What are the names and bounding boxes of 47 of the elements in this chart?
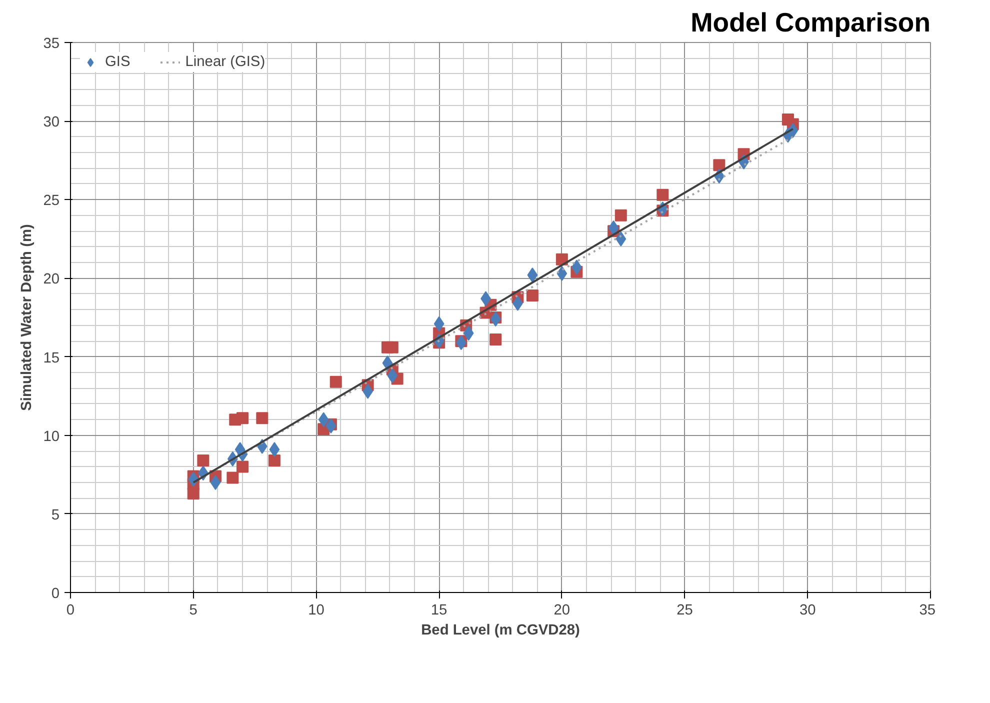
point — [236, 412, 248, 424]
y-tick-label: 35 — [43, 36, 60, 52]
x-axis-title: Bed Level (m CGVD28) — [421, 622, 580, 638]
point — [434, 316, 444, 332]
point — [713, 159, 726, 172]
point — [656, 188, 669, 201]
point — [386, 341, 398, 354]
y-tick-label: 0 — [51, 586, 60, 602]
point — [269, 442, 280, 457]
x-tick-label: 25 — [676, 602, 693, 618]
legend-label: GIS — [105, 54, 130, 70]
legend-label: Linear (GIS) — [185, 54, 266, 70]
y-tick-label: 5 — [51, 507, 60, 524]
y-axis-title: Simulated Water Depth (m) — [19, 224, 36, 411]
y-tick-label: 20 — [43, 272, 60, 288]
point — [256, 412, 268, 424]
point — [490, 312, 501, 327]
point — [210, 475, 221, 490]
y-tick-label: 25 — [43, 193, 60, 210]
chart-title: Model Comparison — [690, 8, 931, 38]
point — [556, 253, 568, 266]
point — [330, 376, 342, 388]
y-tick-label: 15 — [43, 350, 60, 366]
x-tick-label: 35 — [919, 602, 936, 618]
point — [463, 326, 474, 341]
point — [197, 454, 210, 466]
y-tick-label: 10 — [43, 428, 60, 445]
x-tick-label: 0 — [66, 602, 75, 618]
x-tick-label: 10 — [308, 602, 324, 618]
x-tick-label: 30 — [799, 602, 816, 618]
y-tick-label: 30 — [43, 114, 60, 131]
x-tick-label: 20 — [554, 602, 570, 618]
point — [387, 368, 398, 384]
point — [526, 290, 538, 302]
point — [326, 418, 336, 434]
point — [527, 268, 538, 283]
point — [616, 231, 626, 246]
point — [318, 412, 329, 428]
x-tick-label: 15 — [430, 602, 448, 618]
point — [556, 266, 568, 281]
point — [608, 220, 619, 236]
point — [226, 472, 239, 484]
point — [614, 209, 627, 222]
point — [268, 454, 280, 466]
point — [490, 334, 502, 346]
point — [236, 460, 248, 473]
x-tick-label: 5 — [189, 602, 198, 618]
